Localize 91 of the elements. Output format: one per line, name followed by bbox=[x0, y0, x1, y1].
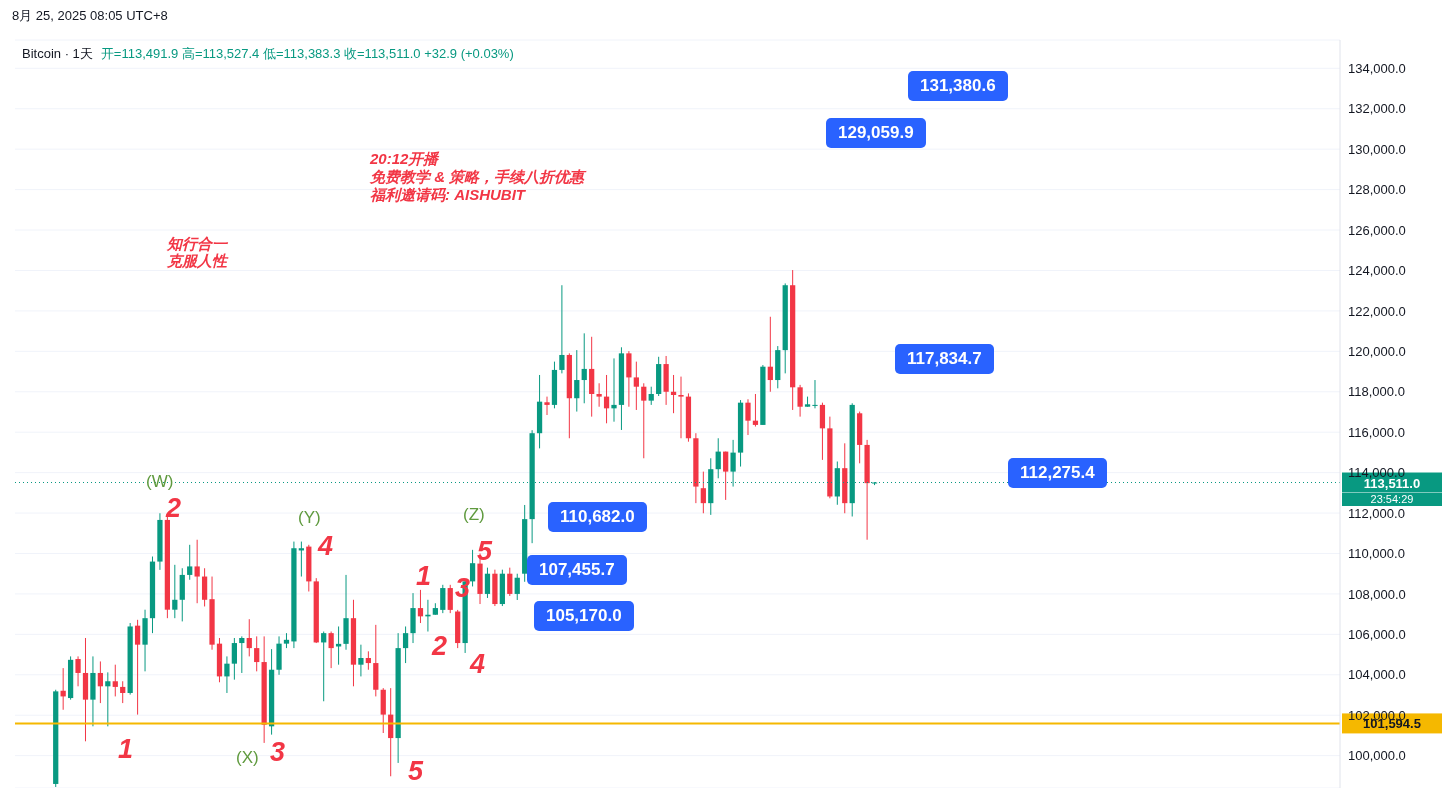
text: 开=113,491.9 高=113,527.4 低=113,383.3 收=113,511.0 +32.9 (+0.03%) bbox=[100, 46, 514, 61]
annotation: 131,380.6 bbox=[908, 71, 1008, 101]
candlestick bbox=[224, 655, 230, 694]
candlestick bbox=[819, 402, 826, 461]
candlestick bbox=[715, 437, 721, 479]
candlestick bbox=[365, 650, 371, 671]
annotation: 110,682.0 bbox=[548, 502, 647, 532]
candlestick bbox=[120, 680, 126, 704]
y-tick-label: 130,000.0 bbox=[1348, 141, 1406, 157]
y-tick-label: 122,000.0 bbox=[1348, 303, 1406, 319]
candlestick bbox=[611, 357, 617, 423]
y-tick-label: 118,000.0 bbox=[1348, 384, 1405, 400]
annotation: 129,059.9 bbox=[826, 118, 926, 148]
annotation: (X) bbox=[236, 748, 259, 768]
candlestick bbox=[559, 284, 565, 374]
annotation: 3 bbox=[270, 737, 286, 767]
annotation: 福利邀请码: AISHUBIT bbox=[370, 186, 525, 203]
candlestick bbox=[641, 382, 647, 459]
annotation: (Y) bbox=[298, 508, 321, 528]
annotation: 4 bbox=[470, 649, 486, 679]
candlestick bbox=[767, 316, 773, 393]
annotation: 117,834.7 bbox=[895, 344, 994, 374]
candlestick bbox=[134, 619, 141, 716]
candlestick bbox=[648, 386, 654, 406]
candlestick bbox=[700, 471, 706, 514]
annotation: 5 bbox=[408, 756, 424, 786]
text: 23:54:29 bbox=[1342, 493, 1442, 506]
y-tick-label: 104,000.0 bbox=[1348, 667, 1406, 683]
y-tick-label: 120,000.0 bbox=[1348, 343, 1406, 359]
candlestick bbox=[544, 396, 550, 416]
candlestick bbox=[187, 544, 193, 581]
candlestick bbox=[678, 376, 684, 439]
candlestick bbox=[105, 671, 111, 727]
candlestick bbox=[440, 584, 446, 614]
annotation: 2 bbox=[166, 493, 182, 523]
y-tick-label: 128,000.0 bbox=[1348, 182, 1406, 198]
candlestick bbox=[246, 618, 252, 657]
candlestick bbox=[514, 573, 520, 601]
annotation: 5 bbox=[477, 536, 493, 566]
y-tick-label: 100,000.0 bbox=[1348, 748, 1406, 764]
candlestick bbox=[417, 589, 424, 624]
annotation: 免费教学 & 策略，手续八折优惠 bbox=[370, 168, 585, 185]
annotation: 105,170.0 bbox=[534, 601, 634, 631]
y-tick-label: 126,000.0 bbox=[1348, 222, 1406, 238]
annotation: 1 bbox=[118, 734, 134, 764]
annotation: 4 bbox=[318, 531, 334, 561]
candlestick bbox=[484, 567, 491, 599]
annotation: 112,275.4 bbox=[1008, 458, 1107, 488]
candlestick bbox=[447, 584, 453, 614]
candlestick bbox=[797, 384, 803, 418]
y-tick-label: 132,000.0 bbox=[1348, 101, 1406, 117]
candlestick bbox=[507, 567, 513, 597]
text: 8月 25, 2025 08:05 UTC+8 bbox=[12, 8, 168, 24]
annotation: 1 bbox=[416, 561, 432, 591]
candlestick bbox=[745, 398, 751, 436]
y-tick-label: 116,000.0 bbox=[1348, 424, 1405, 440]
y-tick-label: 112,000.0 bbox=[1348, 505, 1405, 521]
candlestick bbox=[752, 393, 759, 428]
candlestick bbox=[75, 655, 81, 687]
y-tick-label: 106,000.0 bbox=[1348, 626, 1406, 642]
candlestick bbox=[194, 539, 200, 604]
annotation: 克服人性 bbox=[167, 252, 227, 269]
candlestick bbox=[328, 631, 334, 669]
candlestick bbox=[358, 644, 364, 677]
candlestick bbox=[581, 332, 587, 404]
annotation: 20:12开播 bbox=[370, 150, 439, 167]
candlestick bbox=[812, 379, 818, 409]
candlestick bbox=[723, 451, 729, 501]
candlestick bbox=[239, 635, 245, 674]
candlestick bbox=[112, 664, 118, 697]
y-tick-label: 134,000.0 bbox=[1348, 60, 1406, 76]
candlestick bbox=[596, 382, 602, 408]
candlestick bbox=[254, 635, 260, 672]
annotation: (Z) bbox=[463, 505, 485, 525]
y-tick-label: 108,000.0 bbox=[1348, 586, 1406, 602]
candlestick bbox=[172, 564, 178, 619]
text: Bitcoin · 1天 bbox=[22, 46, 93, 61]
annotation: 知行合一 bbox=[167, 235, 227, 252]
candlestick bbox=[321, 631, 327, 702]
candlestick bbox=[633, 361, 639, 411]
candlestick bbox=[201, 567, 208, 607]
candlestick bbox=[574, 349, 580, 413]
candlestick bbox=[231, 637, 237, 681]
candlestick bbox=[97, 660, 104, 704]
candlestick bbox=[402, 625, 409, 664]
annotation: 2 bbox=[432, 631, 448, 661]
y-tick-label: 110,000.0 bbox=[1348, 546, 1405, 562]
y-tick-label: 124,000.0 bbox=[1348, 263, 1406, 279]
annotation: (W) bbox=[146, 472, 174, 492]
candlestick bbox=[469, 549, 476, 587]
annotation: 107,455.7 bbox=[527, 555, 627, 585]
